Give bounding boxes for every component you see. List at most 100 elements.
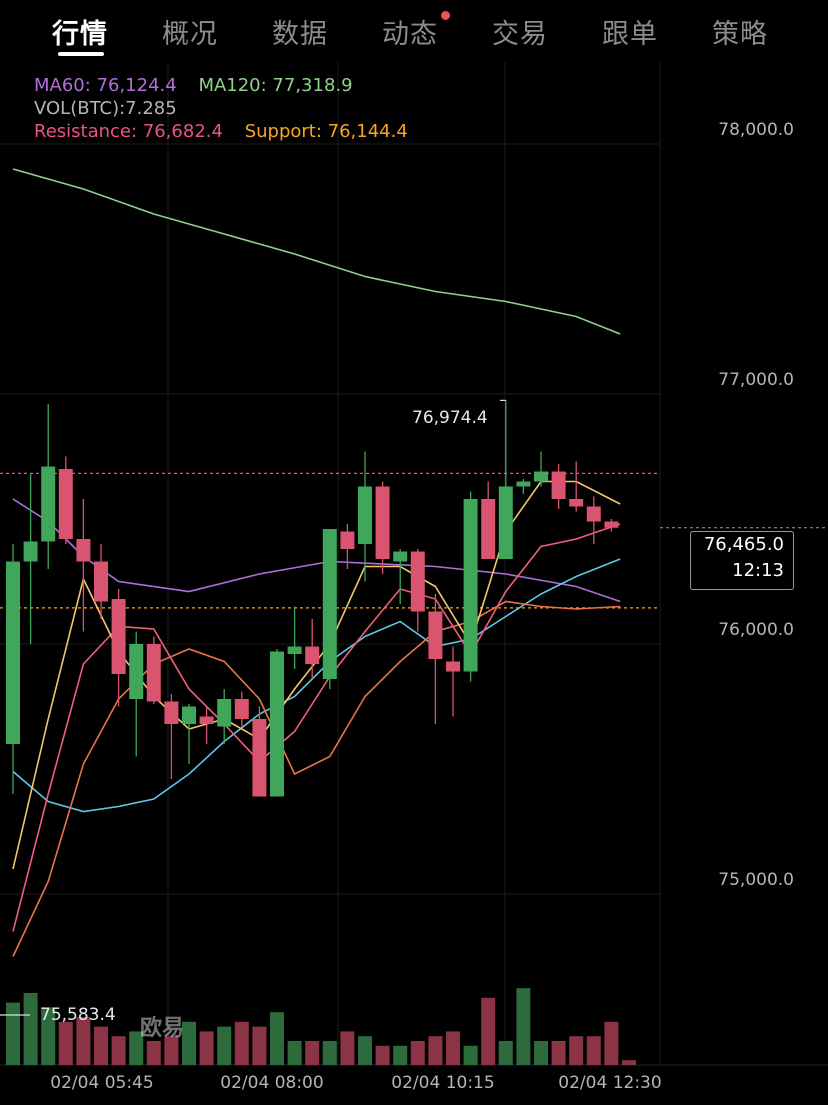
candlestick-chart[interactable]: 78,000.0 77,000.0 76,000.0 75,000.0 02/04 05… (0, 62, 828, 1105)
volume-bar (146, 1041, 161, 1065)
candle-body (199, 716, 214, 724)
tab-strategy[interactable]: 策略 (712, 19, 768, 50)
volume-bar (481, 997, 496, 1065)
candle-body (146, 644, 161, 702)
candles (6, 400, 619, 797)
candle-body (446, 661, 460, 672)
candle-body (76, 539, 91, 562)
candle-body (23, 541, 38, 562)
candle-body (358, 486, 372, 544)
last-price: 76,465.0 (703, 534, 784, 555)
resistance-legend: Resistance: 76,682.4 (34, 121, 223, 142)
volume-bar (23, 993, 38, 1065)
ma60-line (12, 498, 621, 603)
volume-bars (6, 988, 636, 1065)
price-axis-label: 78,000.0 (718, 120, 794, 140)
candle-body (252, 719, 267, 797)
volume-bar (410, 1041, 425, 1065)
candle-countdown: 12:13 (732, 560, 784, 581)
volume-legend: VOL(BTC):7.285 (34, 98, 177, 119)
tab-feed[interactable]: 动态 (382, 19, 438, 50)
watermark-logo: 欧易 (140, 1016, 185, 1041)
volume-bar (516, 988, 531, 1065)
candle-body (182, 706, 196, 724)
chart-axes: 78,000.0 77,000.0 76,000.0 75,000.0 02/04 05… (0, 120, 794, 1093)
price-axis-label: 75,000.0 (718, 870, 794, 890)
candle-body (340, 531, 355, 549)
volume-bar (322, 1041, 337, 1065)
candle-body (305, 646, 320, 664)
time-axis-label: 02/04 12:30 (558, 1073, 661, 1093)
tab-copy-trading[interactable]: 跟单 (602, 19, 658, 50)
volume-bar (569, 1036, 584, 1065)
volume-bar (340, 1031, 355, 1065)
candle-body (41, 466, 56, 542)
tab-overview[interactable]: 概况 (162, 19, 218, 50)
candle-body (164, 701, 179, 724)
candle-body (586, 506, 601, 522)
volume-bar (393, 1045, 408, 1065)
tab-trade[interactable]: 交易 (492, 19, 548, 50)
candle-body (516, 481, 531, 487)
candle-body (287, 646, 302, 654)
volume-bar (252, 1026, 267, 1065)
candle-body (270, 651, 284, 797)
candle-body (111, 599, 126, 674)
support-legend: Support: 76,144.4 (244, 121, 408, 142)
time-axis-label: 02/04 08:00 (220, 1073, 323, 1093)
low-price-label: 75,583.4 (40, 1005, 116, 1025)
candle-body (6, 561, 20, 744)
volume-bar (622, 1060, 636, 1065)
volume-bar (217, 1026, 232, 1065)
volume-bar (428, 1036, 443, 1065)
high-price-label: 76,974.4 (412, 408, 488, 428)
candle-body (58, 469, 73, 539)
candle-body (498, 486, 513, 559)
tab-data[interactable]: 数据 (272, 19, 328, 50)
candle-body (393, 551, 408, 562)
indicator-legend: MA60: 76,124.4 MA120: 77,318.9 VOL(BTC):… (34, 74, 424, 143)
volume-bar (199, 1031, 214, 1065)
ma120-legend: MA120: 77,318.9 (198, 75, 353, 96)
volume-bar (463, 1045, 478, 1065)
candle-body (94, 561, 108, 602)
volume-bar (586, 1036, 601, 1065)
volume-bar (76, 1017, 91, 1065)
time-axis-label: 02/04 05:45 (50, 1073, 153, 1093)
candle-body (129, 644, 144, 699)
time-axis-label: 02/04 10:15 (391, 1073, 494, 1093)
candle-body (551, 471, 566, 499)
volume-bar (41, 1007, 56, 1065)
price-axis-label: 76,000.0 (718, 620, 794, 640)
volume-bar (498, 1041, 513, 1065)
tab-bar: 行情 概况 数据 动态 交易 跟单 策略 (0, 0, 828, 62)
volume-bar (6, 1002, 20, 1065)
volume-bar (164, 1036, 179, 1065)
volume-bar (94, 1026, 108, 1065)
candle-body (375, 486, 390, 559)
tab-market[interactable]: 行情 (52, 19, 108, 50)
candle-body (481, 499, 496, 559)
candle-body (234, 699, 249, 719)
candle-body (534, 471, 548, 482)
volume-bar (234, 1021, 249, 1065)
candle-body (604, 521, 619, 528)
candle-body (410, 551, 425, 612)
last-price-box: 76,465.0 12:13 (690, 531, 794, 590)
volume-bar (129, 1031, 144, 1065)
volume-bar (111, 1036, 126, 1065)
candle-body (217, 699, 232, 727)
candle-body (322, 529, 337, 679)
notification-dot (441, 11, 450, 20)
volume-bar (358, 1036, 372, 1065)
volume-bar (287, 1041, 302, 1065)
ma60-legend: MA60: 76,124.4 (34, 75, 177, 96)
candle-body (463, 499, 478, 672)
candle-body (569, 499, 584, 507)
candle-body (428, 611, 443, 659)
volume-bar (375, 1045, 390, 1065)
volume-bar (534, 1041, 548, 1065)
volume-bar (305, 1041, 320, 1065)
volume-bar (58, 1021, 73, 1065)
volume-bar (604, 1021, 619, 1065)
